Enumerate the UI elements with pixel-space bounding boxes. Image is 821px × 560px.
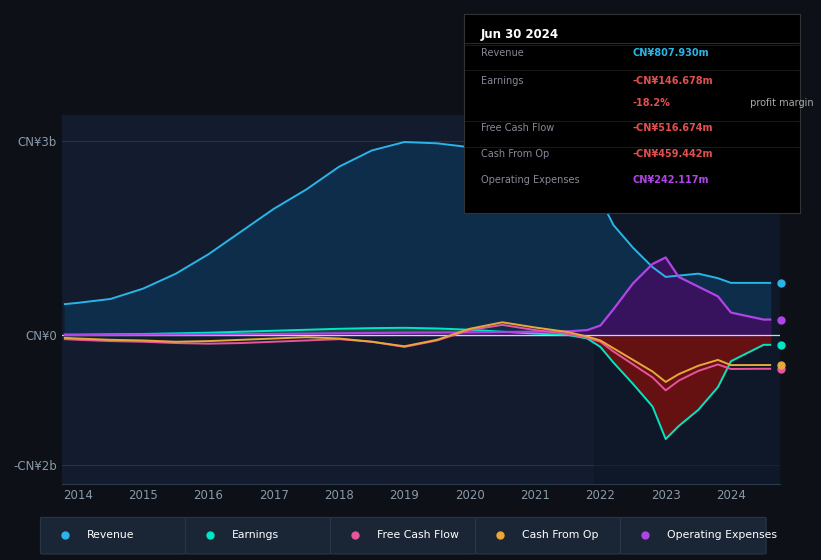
Text: -CN¥459.442m: -CN¥459.442m	[632, 149, 713, 159]
Text: Cash From Op: Cash From Op	[481, 149, 549, 159]
FancyBboxPatch shape	[40, 517, 186, 554]
Text: Free Cash Flow: Free Cash Flow	[481, 123, 554, 133]
Bar	[594, 115, 780, 484]
Text: Earnings: Earnings	[481, 76, 523, 86]
Text: CN¥807.930m: CN¥807.930m	[632, 48, 709, 58]
Text: Operating Expenses: Operating Expenses	[667, 530, 777, 540]
FancyBboxPatch shape	[186, 517, 331, 554]
FancyBboxPatch shape	[330, 517, 476, 554]
Text: -CN¥146.678m: -CN¥146.678m	[632, 76, 713, 86]
Text: Revenue: Revenue	[87, 530, 135, 540]
Text: Cash From Op: Cash From Op	[522, 530, 599, 540]
Text: Operating Expenses: Operating Expenses	[481, 175, 580, 185]
Text: -18.2%: -18.2%	[632, 99, 670, 109]
FancyBboxPatch shape	[621, 517, 766, 554]
Text: profit margin: profit margin	[746, 99, 814, 109]
Text: Earnings: Earnings	[232, 530, 279, 540]
Text: Free Cash Flow: Free Cash Flow	[378, 530, 459, 540]
Text: Revenue: Revenue	[481, 48, 524, 58]
Text: CN¥242.117m: CN¥242.117m	[632, 175, 709, 185]
Text: Jun 30 2024: Jun 30 2024	[481, 28, 559, 41]
Text: -CN¥516.674m: -CN¥516.674m	[632, 123, 713, 133]
FancyBboxPatch shape	[475, 517, 621, 554]
